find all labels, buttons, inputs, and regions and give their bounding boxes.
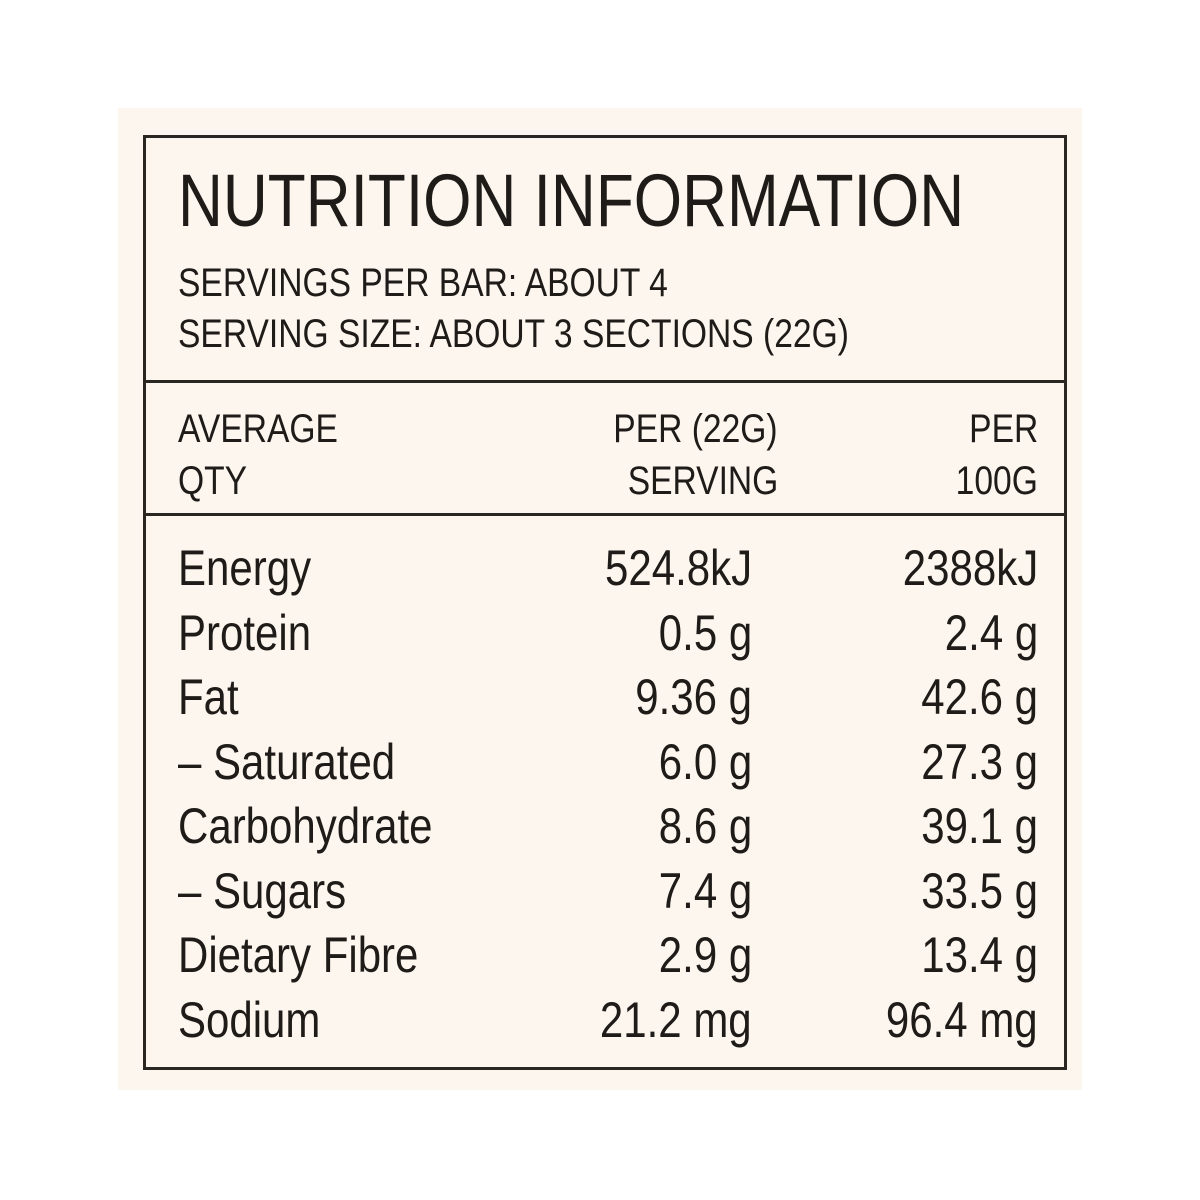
nutrient-value: 0.5 g (658, 604, 752, 661)
servings-per-bar: SERVINGS PER BAR: ABOUT 4 (178, 261, 668, 305)
column-header: QTY (178, 459, 248, 503)
nutrient-value: 6.0 g (658, 733, 752, 790)
label-background (118, 108, 1082, 1090)
serving-size: SERVING SIZE: ABOUT 3 SECTIONS (22G) (178, 312, 849, 356)
column-header: 100G (955, 459, 1038, 503)
nutrient-value: 33.5 g (921, 862, 1038, 919)
divider (143, 380, 1067, 383)
column-header: PER (22G) (613, 407, 778, 451)
nutrient-value: 8.6 g (658, 798, 752, 854)
nutrient-value: 7.4 g (658, 862, 752, 919)
nutrient-name: Dietary Fibre (178, 927, 419, 983)
nutrient-name: – Saturated (178, 733, 396, 790)
nutrient-name: Carbohydrate (178, 798, 433, 854)
nutrient-value: 39.1 g (921, 798, 1038, 854)
nutrient-name: Protein (178, 604, 312, 661)
nutrient-value: 96.4 mg (886, 991, 1038, 1048)
column-header: AVERAGE (178, 407, 338, 451)
nutrient-name: Fat (178, 669, 239, 725)
column-header: SERVING (627, 459, 778, 503)
nutrient-value: 13.4 g (921, 927, 1038, 983)
nutrient-name: – Sugars (178, 862, 347, 919)
title: NUTRITION INFORMATION (178, 159, 965, 242)
nutrient-value: 2.4 g (944, 604, 1038, 661)
column-header: PER (968, 407, 1038, 451)
nutrient-name: Sodium (178, 991, 321, 1048)
label-border (143, 135, 1067, 1070)
nutrient-value: 2.9 g (658, 927, 752, 983)
nutrient-value: 21.2 mg (600, 991, 752, 1048)
nutrient-value: 524.8kJ (604, 540, 752, 596)
nutrient-value: 2388kJ (902, 540, 1038, 596)
nutrient-name: Energy (178, 540, 312, 596)
nutrient-value: 9.36 g (635, 669, 752, 725)
nutrient-value: 27.3 g (921, 733, 1038, 790)
nutrient-value: 42.6 g (921, 669, 1038, 725)
divider (143, 513, 1067, 516)
